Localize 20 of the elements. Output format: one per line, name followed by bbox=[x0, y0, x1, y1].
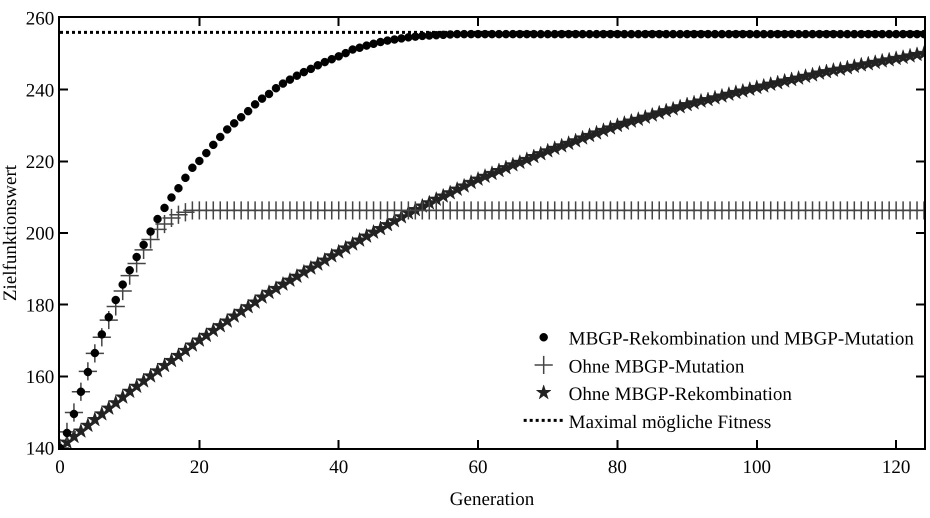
y-tick-label: 240 bbox=[26, 80, 54, 102]
legend-label: MBGP-Rekombination und MBGP-Mutation bbox=[568, 328, 914, 350]
x-tick-label: 60 bbox=[468, 456, 488, 478]
x-tick-label: 40 bbox=[329, 456, 348, 478]
y-tick-label: 180 bbox=[26, 295, 54, 316]
y-axis-title: Zielfunktionswert bbox=[0, 164, 21, 302]
x-axis-title: Generation bbox=[450, 489, 535, 510]
legend-label: Ohne MBGP-Rekombination bbox=[568, 384, 792, 406]
legend-label: Ohne MBGP-Mutation bbox=[568, 356, 745, 378]
legend-label: Maximal mögliche Fitness bbox=[568, 412, 772, 433]
x-tick-label: 80 bbox=[608, 456, 627, 478]
y-tick-label: 220 bbox=[26, 152, 54, 173]
x-tick-label: 0 bbox=[55, 456, 65, 478]
x-tick-label: 120 bbox=[882, 456, 910, 478]
y-tick-label: 160 bbox=[26, 366, 54, 388]
x-tick-label: 20 bbox=[190, 456, 209, 478]
x-tick-label: 100 bbox=[742, 456, 772, 478]
y-tick-label: 200 bbox=[26, 224, 54, 245]
y-tick-label: 140 bbox=[26, 438, 54, 460]
y-tick-label: 260 bbox=[26, 8, 54, 30]
